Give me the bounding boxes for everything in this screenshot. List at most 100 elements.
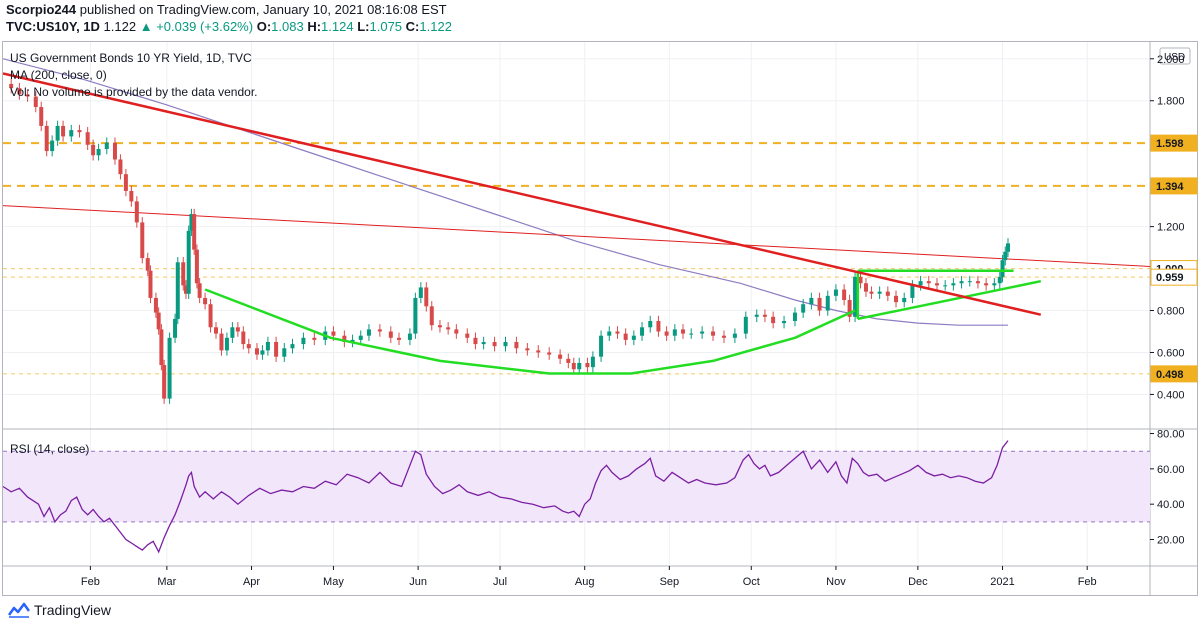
rsi-band bbox=[3, 451, 1150, 522]
candle-body bbox=[437, 325, 442, 328]
candle-body bbox=[366, 329, 371, 336]
candle-body bbox=[1005, 243, 1010, 252]
candle-body bbox=[162, 365, 167, 399]
time-tick-10: Dec bbox=[908, 576, 928, 588]
candle-body bbox=[214, 327, 219, 334]
up-triangle-icon: ▲ bbox=[139, 19, 153, 34]
candle-body bbox=[711, 331, 716, 336]
candle-body bbox=[260, 350, 265, 355]
candle-body bbox=[926, 281, 931, 284]
currency-badge: USD bbox=[1164, 52, 1185, 63]
level-label-0: 1.598 bbox=[1156, 138, 1184, 150]
candle-body bbox=[842, 289, 847, 301]
candle-body bbox=[183, 285, 188, 294]
high-value: 1.124 bbox=[321, 19, 354, 34]
candle-body bbox=[607, 331, 612, 336]
candle-body bbox=[771, 316, 776, 324]
candle-body bbox=[123, 174, 128, 191]
time-tick-9: Nov bbox=[826, 576, 846, 588]
candle-body bbox=[558, 354, 563, 359]
candle-body bbox=[388, 331, 393, 338]
candle-body bbox=[219, 333, 224, 351]
price-tick-4: 0.600 bbox=[1157, 347, 1185, 359]
candle-body bbox=[631, 335, 636, 340]
candle-body bbox=[145, 258, 150, 271]
candle-body bbox=[577, 362, 582, 370]
author-name[interactable]: Scorpio244 bbox=[6, 2, 77, 17]
candle-body bbox=[809, 297, 814, 305]
close-label: C: bbox=[405, 19, 420, 34]
candle-body bbox=[312, 337, 317, 340]
candle-body bbox=[55, 125, 60, 141]
price-pane-legend-0: MA (200, close, 0) bbox=[10, 68, 107, 82]
close-value: 1.122 bbox=[419, 19, 452, 34]
thin-red-trendline bbox=[3, 205, 1150, 267]
level-label-box-0 bbox=[1150, 134, 1198, 152]
candle-body bbox=[967, 281, 972, 283]
candle-body bbox=[902, 297, 907, 303]
candle-body bbox=[224, 337, 229, 351]
candle-body bbox=[997, 276, 1002, 284]
candle-body bbox=[847, 300, 852, 317]
main-red-trendline bbox=[3, 72, 1042, 316]
candle-body bbox=[825, 295, 830, 311]
open-label: O: bbox=[256, 19, 272, 34]
candle-body bbox=[732, 333, 737, 338]
time-tick-6: Aug bbox=[575, 576, 595, 588]
candle-body bbox=[61, 125, 66, 137]
candle-body bbox=[153, 297, 158, 313]
candle-body bbox=[396, 337, 401, 340]
candle-body bbox=[192, 214, 197, 250]
candle-body bbox=[9, 83, 14, 89]
candle-body bbox=[282, 348, 287, 357]
candle-body bbox=[241, 331, 246, 345]
price-tick-5: 0.400 bbox=[1157, 389, 1185, 401]
price-tick-1: 1.800 bbox=[1157, 96, 1185, 108]
candle-body bbox=[615, 331, 620, 334]
candle-body bbox=[1003, 251, 1008, 261]
candle-body bbox=[566, 358, 571, 363]
candle-body bbox=[85, 132, 90, 145]
candle-body bbox=[208, 304, 213, 328]
candle-body bbox=[801, 304, 806, 313]
candle-body bbox=[235, 327, 240, 332]
candle-body bbox=[230, 327, 235, 338]
candle-body bbox=[140, 222, 145, 259]
candle-body bbox=[877, 291, 882, 294]
time-tick-1: Mar bbox=[157, 576, 176, 588]
candle-body bbox=[290, 344, 295, 349]
candle-body bbox=[672, 329, 677, 336]
tradingview-brand[interactable]: TradingView bbox=[8, 602, 111, 618]
candle-body bbox=[69, 130, 74, 137]
candle-body bbox=[918, 281, 923, 286]
candle-body bbox=[274, 341, 279, 357]
candle-body bbox=[159, 329, 164, 366]
candle-body bbox=[194, 249, 199, 284]
ma200-line bbox=[3, 58, 1008, 326]
price-pane-legend-1: Vol: No volume is provided by the data v… bbox=[10, 85, 257, 99]
symbol-label: TVC:US10Y, 1D bbox=[6, 19, 100, 34]
candle-body bbox=[465, 333, 470, 338]
candle-body bbox=[782, 321, 787, 324]
time-tick-7: Sep bbox=[660, 576, 680, 588]
candle-body bbox=[623, 333, 628, 340]
rsi-tick-0: 80.00 bbox=[1157, 429, 1185, 441]
candle-body bbox=[943, 285, 948, 287]
candle-body bbox=[118, 159, 123, 175]
time-tick-0: Feb bbox=[81, 576, 100, 588]
candle-body bbox=[377, 329, 382, 332]
candle-body bbox=[585, 362, 590, 368]
time-tick-8: Oct bbox=[743, 576, 760, 588]
candle-body bbox=[173, 318, 178, 338]
candle-body bbox=[96, 148, 101, 156]
candle-body bbox=[514, 341, 519, 349]
published-text: published on TradingView.com, January 10… bbox=[79, 2, 447, 17]
candle-body bbox=[39, 107, 44, 126]
candle-body bbox=[50, 140, 55, 152]
tradingview-logo-icon bbox=[8, 602, 30, 618]
price-change: +0.039 (+3.62%) bbox=[156, 19, 254, 34]
candle-body bbox=[413, 297, 418, 334]
candle-body bbox=[656, 321, 661, 332]
candle-body bbox=[91, 144, 96, 156]
